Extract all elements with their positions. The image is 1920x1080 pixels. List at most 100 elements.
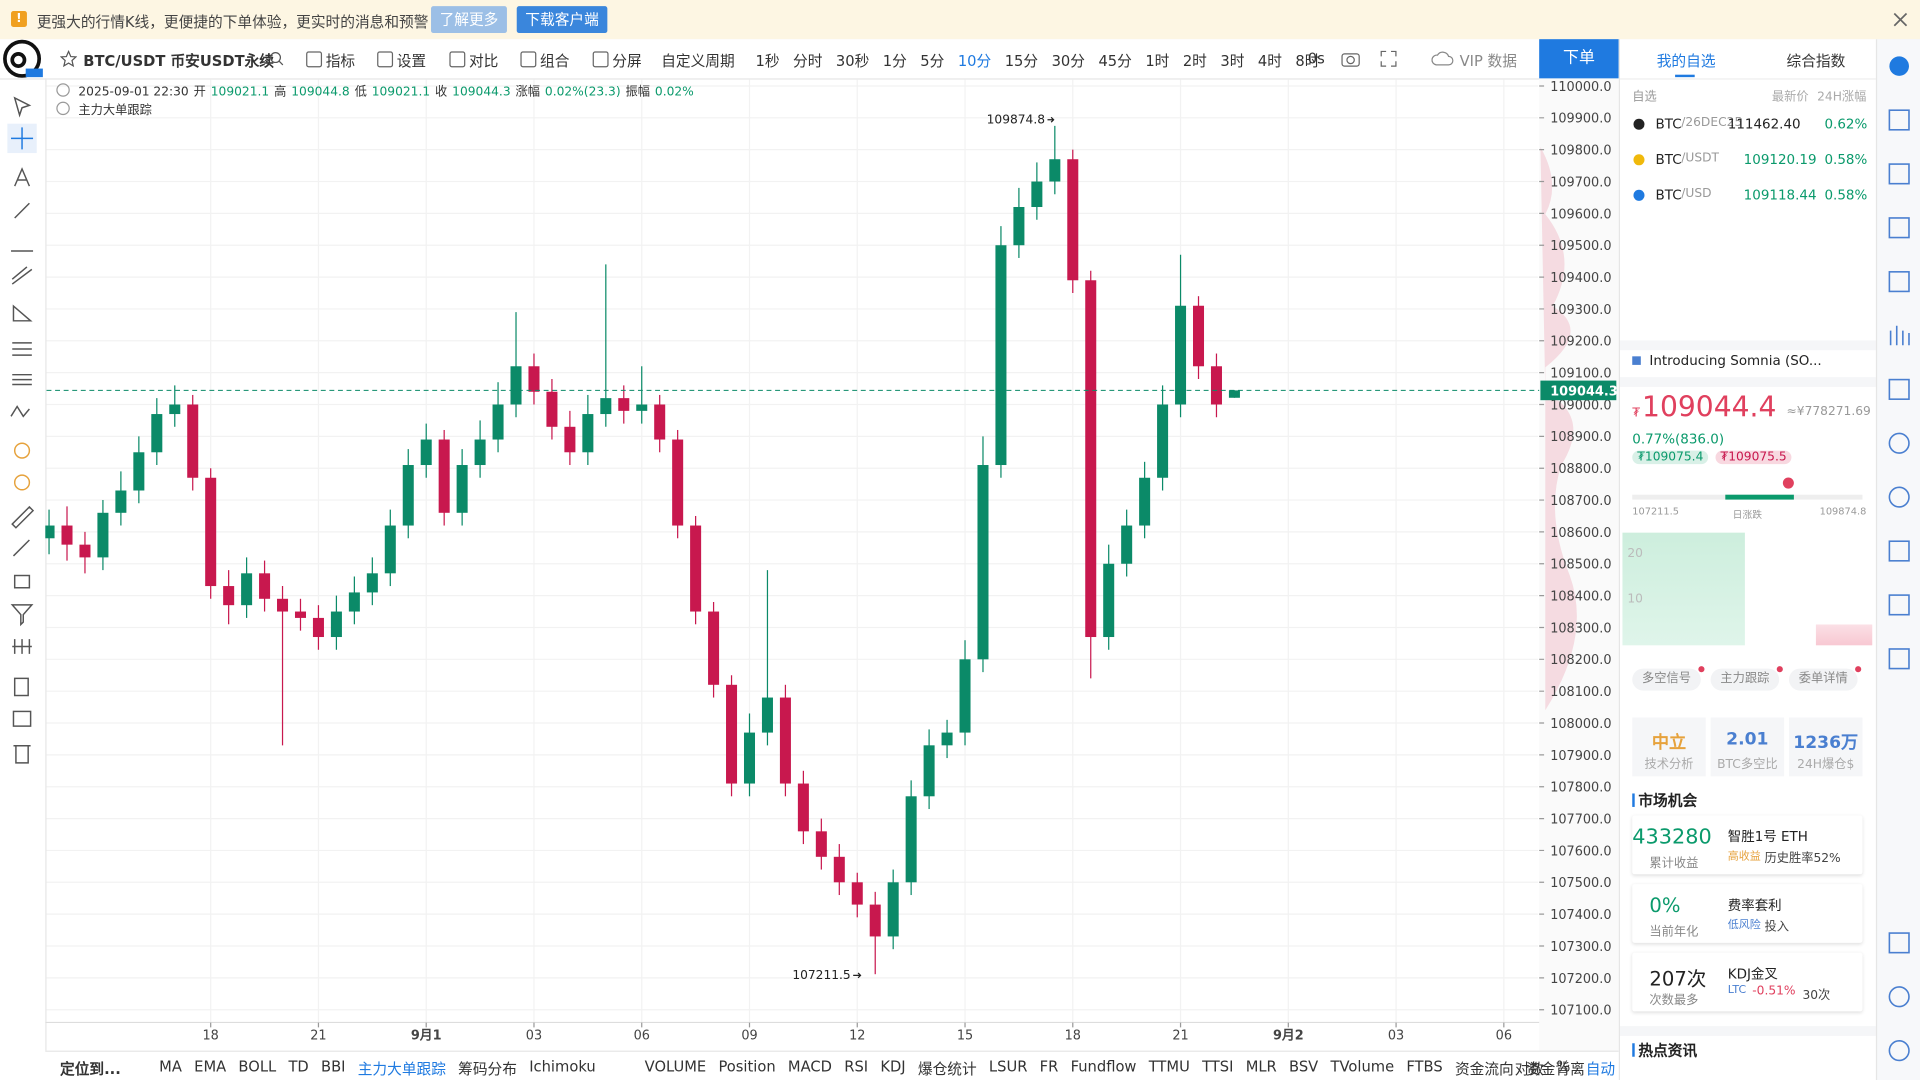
toolbar-item[interactable]: 组合: [540, 52, 570, 70]
screenshot-icon[interactable]: [1341, 50, 1361, 67]
indicator[interactable]: Ichimoku: [529, 1057, 596, 1076]
indicator[interactable]: TVolume: [1330, 1057, 1395, 1076]
eye-icon[interactable]: [56, 101, 70, 116]
close-banner[interactable]: [1892, 11, 1909, 28]
period[interactable]: 4时: [1257, 52, 1282, 70]
period[interactable]: 3时: [1220, 52, 1245, 70]
learn-more-button[interactable]: 了解更多: [431, 6, 507, 34]
custom-period[interactable]: 自定义周期: [661, 52, 735, 70]
candle-body: [151, 414, 163, 453]
log-scale[interactable]: 对数: [1514, 1060, 1545, 1078]
indicator[interactable]: 资金背离: [1525, 1060, 1585, 1078]
indicator-name: 主力大单跟踪: [78, 104, 152, 118]
indicator[interactable]: EMA: [194, 1057, 227, 1076]
tab[interactable]: 综合指数: [1786, 52, 1846, 70]
toolbar-item[interactable]: 对比: [468, 52, 499, 70]
indicator[interactable]: TTSI: [1202, 1057, 1234, 1076]
order-button[interactable]: 下单: [1539, 39, 1619, 79]
period[interactable]: 1秒: [755, 52, 780, 70]
fullscreen-icon[interactable]: [1380, 50, 1397, 67]
opportunity-card[interactable]: [1632, 884, 1863, 943]
indicator[interactable]: TTMU: [1148, 1057, 1190, 1076]
toolbar-item[interactable]: 分屏: [612, 52, 642, 70]
candle-body: [1067, 159, 1079, 281]
indicator[interactable]: LSUR: [988, 1057, 1028, 1076]
indicator[interactable]: VOLUME: [644, 1057, 707, 1076]
tool-icons[interactable]: [0, 78, 45, 1050]
logo[interactable]: [2, 39, 44, 78]
watch-base[interactable]: BTC: [1655, 187, 1682, 204]
indicator[interactable]: MACD: [787, 1057, 832, 1076]
range-label: 日涨跌: [1732, 509, 1763, 521]
indicator[interactable]: 爆仓统计: [917, 1060, 977, 1078]
indicator[interactable]: FTBS: [1406, 1057, 1443, 1076]
indicator[interactable]: KDJ: [880, 1057, 906, 1076]
toolbar-item[interactable]: 指标: [325, 52, 356, 70]
indicator-legend: 主力大单跟踪: [56, 99, 152, 118]
y-tick-label: 107800.0: [1550, 781, 1611, 796]
indicator[interactable]: 主力大单跟踪: [357, 1060, 446, 1078]
candle-body: [438, 439, 450, 513]
opportunity-card[interactable]: [1632, 815, 1863, 875]
period[interactable]: 30分: [1051, 52, 1085, 70]
indicator[interactable]: TD: [288, 1057, 309, 1076]
download-button[interactable]: 下载客户端: [516, 6, 608, 34]
percent-scale[interactable]: %: [1556, 1057, 1571, 1076]
indicator-list: MA EMA BOLL TD BBI 主力大单跟踪 筹码分布 Ichimoku VOLUME Po…: [159, 1058, 1585, 1079]
indicator[interactable]: BSV: [1289, 1057, 1319, 1076]
indicator[interactable]: Fundflow: [1070, 1057, 1137, 1076]
field-label: 收: [435, 85, 448, 100]
period[interactable]: 2时: [1182, 52, 1207, 70]
candle-body: [690, 525, 702, 612]
toolbar-item[interactable]: 设置: [396, 52, 427, 70]
auto-scale[interactable]: 自动: [1585, 1060, 1616, 1078]
favorite-star[interactable]: [60, 50, 78, 68]
indicator[interactable]: Position: [718, 1057, 776, 1076]
vip-data[interactable]: VIP 数据: [1459, 52, 1517, 70]
period[interactable]: 5分: [920, 52, 945, 70]
signal-button[interactable]: 委单详情: [1788, 668, 1858, 691]
opportunity-card[interactable]: [1632, 952, 1863, 1012]
candle-body: [1139, 477, 1151, 526]
search-icon[interactable]: [269, 51, 284, 66]
watch-quote[interactable]: /26DEC25: [1681, 116, 1743, 130]
period[interactable]: 分时: [793, 52, 823, 70]
signal-button[interactable]: 多空信号: [1632, 668, 1701, 691]
indicator[interactable]: MLR: [1245, 1057, 1277, 1076]
watch-quote[interactable]: /USD: [1681, 187, 1712, 201]
candle-body: [1013, 207, 1025, 246]
indicator[interactable]: BOLL: [238, 1057, 277, 1076]
red-dot: [1855, 666, 1862, 673]
candle-body: [294, 611, 307, 618]
indicator[interactable]: 资金流向: [1454, 1060, 1514, 1078]
period[interactable]: 8时: [1295, 52, 1320, 70]
period[interactable]: 45分: [1098, 52, 1132, 70]
side-icons[interactable]: [1877, 39, 1920, 1080]
signal-button[interactable]: 主力跟踪: [1710, 668, 1780, 691]
watch-base[interactable]: BTC: [1655, 116, 1682, 133]
list-group[interactable]: 自选: [1632, 90, 1657, 105]
symbol[interactable]: BTC/USDT 币安USDT永续: [83, 52, 275, 70]
field-value: 109044.3: [452, 85, 511, 100]
indicator[interactable]: BBI: [320, 1057, 346, 1076]
period[interactable]: 30秒: [835, 52, 870, 70]
icon-column: [1875, 39, 1920, 1080]
y-tick-label: 109600.0: [1550, 207, 1611, 222]
x-tick-label: 21: [1172, 1029, 1188, 1044]
period[interactable]: 10分: [957, 52, 992, 70]
news[interactable]: Introducing Somnia (SO...: [1649, 352, 1822, 369]
period[interactable]: 15分: [1004, 52, 1039, 70]
watch-quote[interactable]: /USDT: [1681, 151, 1720, 166]
tab[interactable]: 我的自选: [1656, 52, 1716, 70]
indicator[interactable]: FR: [1039, 1057, 1059, 1076]
indicator[interactable]: RSI: [844, 1057, 869, 1076]
watch-base[interactable]: BTC: [1655, 151, 1682, 168]
watch-change: 0.58%: [1824, 151, 1868, 168]
indicator[interactable]: MA: [159, 1057, 182, 1076]
period[interactable]: 1分: [882, 52, 907, 70]
locate[interactable]: 定位到...: [60, 1060, 121, 1078]
indicator[interactable]: 筹码分布: [458, 1060, 517, 1078]
period[interactable]: 1时: [1145, 52, 1170, 70]
candle-body: [420, 439, 432, 466]
drawing-tools: [0, 78, 47, 1051]
